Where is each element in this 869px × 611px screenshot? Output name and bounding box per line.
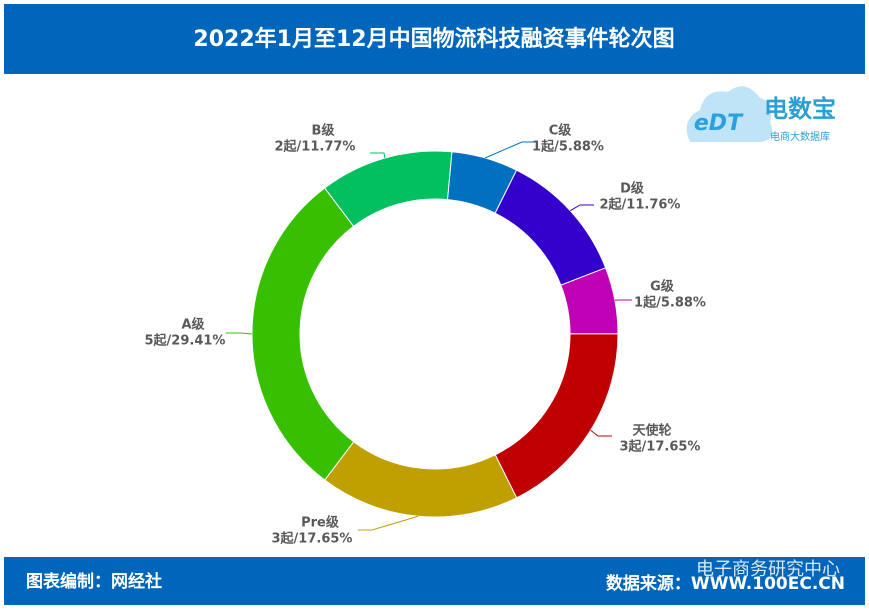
segment-label: 天使轮 (632, 423, 671, 439)
leader-line (590, 429, 612, 437)
segment-label: B级 (312, 123, 336, 139)
leader-line (358, 515, 419, 531)
segment-label: A级 (181, 317, 205, 333)
segment-label: Pre级 (301, 515, 340, 531)
value-label: 2起/11.76% (600, 197, 681, 213)
value-label: 3起/17.65% (620, 439, 701, 455)
logo: eDT 电数宝 电商大数据库 (686, 86, 836, 143)
logo-tagline: 电商大数据库 (770, 130, 830, 143)
logo-cloud (686, 86, 773, 142)
logo-mark: eDT (694, 111, 744, 136)
watermark: 电子商务研究中心 (696, 559, 840, 580)
donut-segment (323, 150, 453, 227)
value-label: 5起/29.41% (145, 333, 226, 349)
leader-line (569, 204, 594, 212)
value-label: 1起/5.88% (532, 139, 604, 155)
value-label: 3起/17.65% (272, 531, 353, 547)
leader-line (226, 332, 253, 335)
segment-label: G级 (650, 279, 675, 295)
segment-label: D级 (620, 181, 645, 197)
footer-right: 数据来源：WWW.100EC.CN (606, 573, 845, 594)
segment-label: C级 (549, 123, 573, 139)
header-bar (4, 4, 865, 74)
footer-left: 图表编制：网经社 (26, 571, 162, 592)
footer-bar (4, 557, 865, 605)
logo-name: 电数宝 (764, 95, 836, 123)
leader-line (370, 152, 386, 159)
chart-title: 2022年1月至12月中国物流科技融资事件轮次图 (193, 26, 674, 52)
value-label: 2起/11.77% (275, 139, 356, 155)
value-label: 1起/5.88% (634, 295, 706, 311)
leader-line (484, 141, 536, 159)
